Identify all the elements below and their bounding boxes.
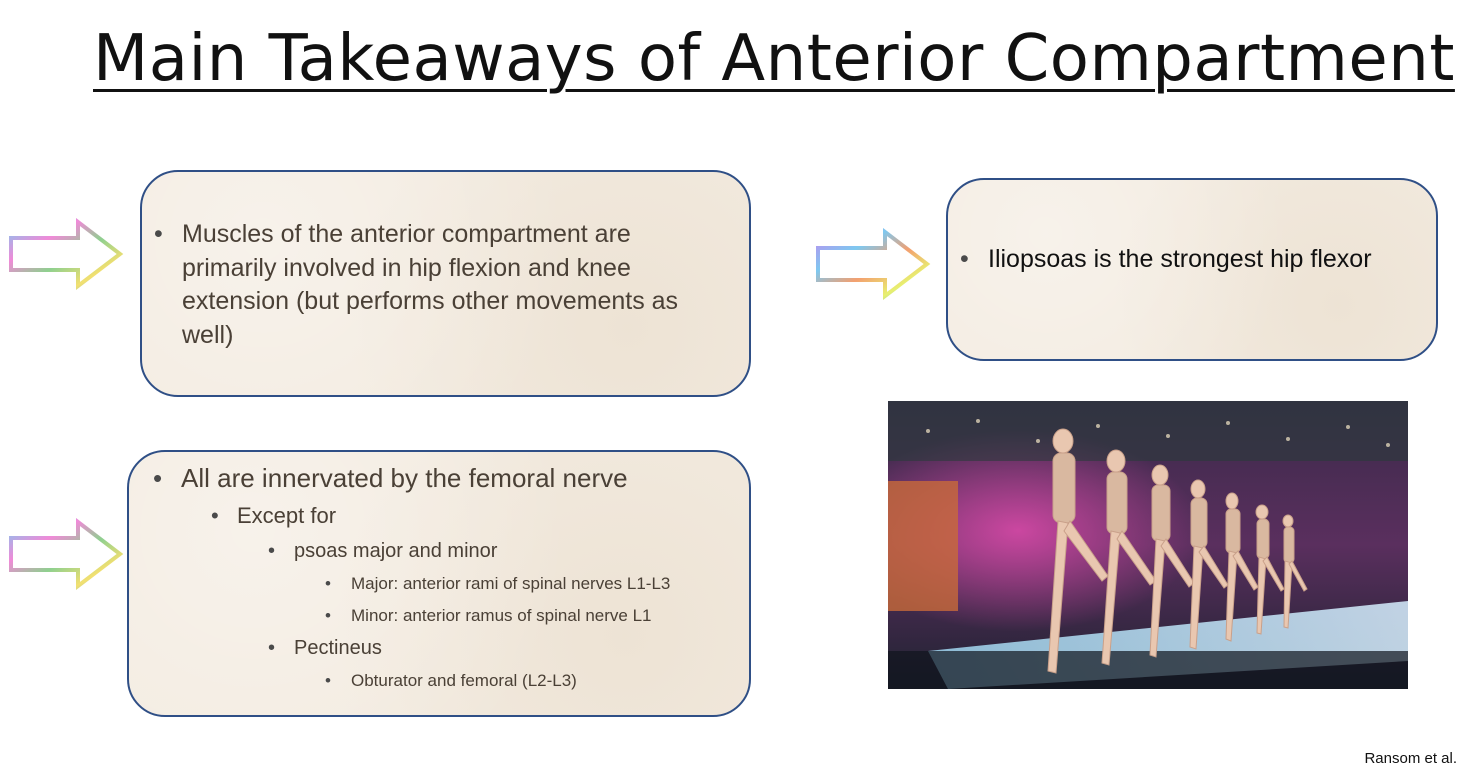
right-arrow-icon xyxy=(9,518,124,590)
citation: Ransom et al. xyxy=(1364,750,1457,767)
bullet-text: Except for xyxy=(237,503,337,528)
bullet-psoas: psoas major and minor Major: anterior ra… xyxy=(268,535,741,632)
muscles-function-box: Muscles of the anterior compartment are … xyxy=(140,170,751,397)
bullet-psoas-minor: Minor: anterior ramus of spinal nerve L1 xyxy=(325,600,741,632)
bullet-text: All are innervated by the femoral nerve xyxy=(181,463,628,493)
sub-bullet-list: Obturator and femoral (L2-L3) xyxy=(325,665,741,697)
bullet-list: Muscles of the anterior compartment are … xyxy=(154,218,722,352)
bullet-pectineus: Pectineus Obturator and femoral (L2-L3) xyxy=(268,632,741,697)
bullet-except-for: Except for psoas major and minor Major: … xyxy=(211,501,741,697)
bullet-femoral-nerve: All are innervated by the femoral nerve … xyxy=(153,461,741,697)
sub-bullet-list: Major: anterior rami of spinal nerves L1… xyxy=(325,568,741,632)
bullet-text: psoas major and minor xyxy=(294,540,498,562)
right-arrow-icon xyxy=(816,228,931,300)
bullet-pectineus-detail: Obturator and femoral (L2-L3) xyxy=(325,665,741,697)
slide-title: Main Takeaways of Anterior Compartment xyxy=(93,22,1455,96)
bullet-list: All are innervated by the femoral nerve … xyxy=(153,461,741,697)
bullet-muscles-function: Muscles of the anterior compartment are … xyxy=(154,218,722,352)
dancers-kickline-image xyxy=(888,401,1408,689)
sub-bullet-list: Except for psoas major and minor Major: … xyxy=(211,501,741,697)
sub-bullet-list: psoas major and minor Major: anterior ra… xyxy=(268,535,741,697)
right-arrow-icon xyxy=(9,218,124,290)
iliopsoas-box: Iliopsoas is the strongest hip flexor xyxy=(946,178,1438,361)
innervation-box: All are innervated by the femoral nerve … xyxy=(127,450,751,717)
bullet-text: Pectineus xyxy=(294,637,382,659)
bullet-psoas-major: Major: anterior rami of spinal nerves L1… xyxy=(325,568,741,600)
bullet-iliopsoas: Iliopsoas is the strongest hip flexor xyxy=(960,243,1438,277)
bullet-list: Iliopsoas is the strongest hip flexor xyxy=(960,243,1438,277)
